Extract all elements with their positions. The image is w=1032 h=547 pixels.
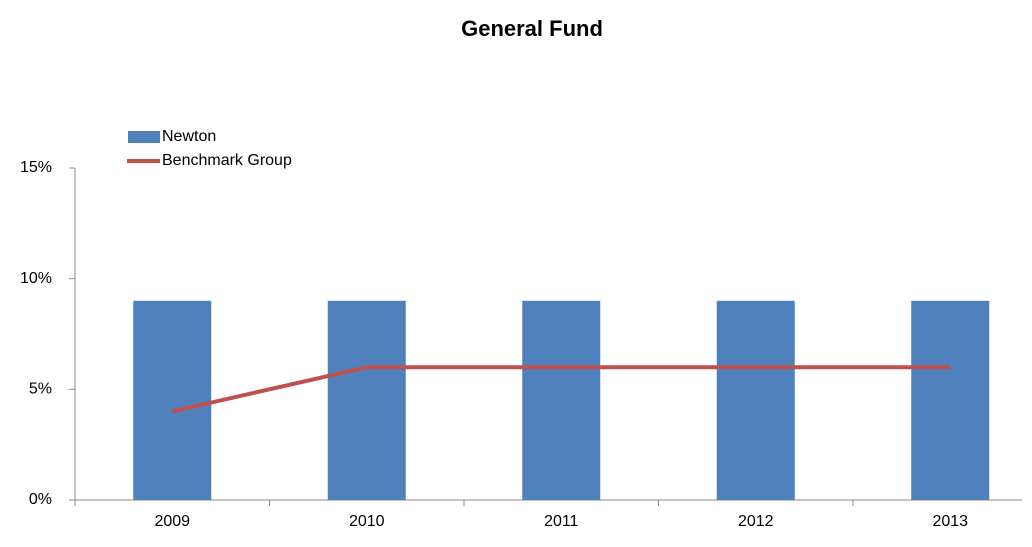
- chart-title: General Fund: [461, 16, 603, 41]
- x-tick-label: 2009: [154, 513, 190, 530]
- bar: [911, 300, 990, 500]
- legend-swatch: [128, 131, 160, 143]
- x-tick-label: 2011: [544, 513, 579, 530]
- bar: [716, 300, 795, 500]
- y-tick-label: 0%: [29, 491, 52, 508]
- bar: [522, 300, 601, 500]
- bar: [327, 300, 406, 500]
- x-tick-label: 2013: [932, 513, 968, 530]
- y-tick-label: 15%: [20, 159, 52, 176]
- legend-label: Newton: [162, 128, 216, 145]
- y-tick-label: 5%: [29, 381, 52, 398]
- legend-label: Benchmark Group: [162, 152, 292, 169]
- line: [171, 365, 951, 414]
- bar: [133, 300, 212, 500]
- y-tick-label: 10%: [20, 270, 52, 287]
- x-tick-label: 2010: [349, 513, 385, 530]
- x-tick-label: 2012: [738, 513, 774, 530]
